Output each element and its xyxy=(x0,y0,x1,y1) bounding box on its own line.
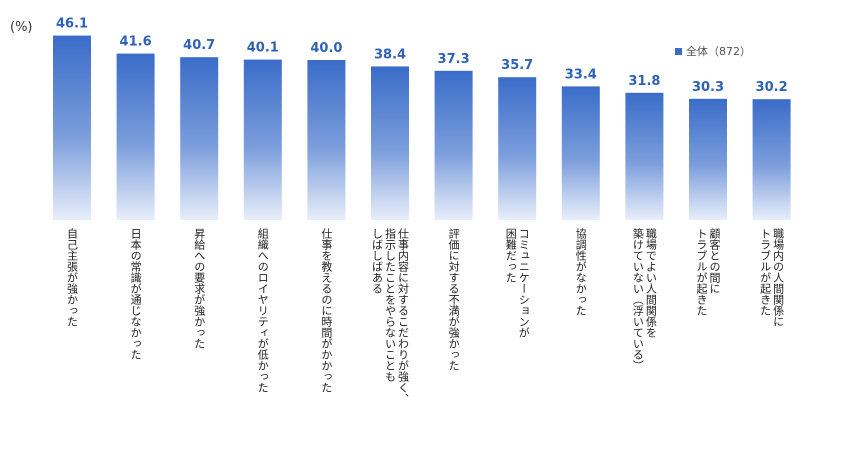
bar xyxy=(116,53,155,220)
category-label: トラブルが起きた xyxy=(695,228,708,316)
unit-label: (%) xyxy=(10,20,33,35)
bar xyxy=(561,86,600,221)
value-label: 40.0 xyxy=(310,41,342,56)
bar xyxy=(371,66,409,221)
value-label: 40.7 xyxy=(183,38,215,53)
legend: 全体（872） xyxy=(675,43,751,59)
value-label: 30.2 xyxy=(756,80,788,95)
category-label: 指示したことをやらないことも xyxy=(384,227,397,382)
category-label: コミュニケーションが xyxy=(517,228,530,338)
bar xyxy=(498,77,537,220)
value-label: 33.4 xyxy=(565,67,597,82)
category-label: 日本の常識が通じなかった xyxy=(129,228,142,360)
category-label: 職場でよい人間関係を xyxy=(644,228,657,338)
category-label: トラブルが起きた xyxy=(759,228,772,316)
category-label: 協調性がなかった xyxy=(574,228,587,316)
value-label: 40.1 xyxy=(247,41,279,56)
category-label: 組織へのロイヤリティが低かった xyxy=(256,228,269,393)
category-label: しばしばある xyxy=(371,228,384,294)
bar xyxy=(180,57,219,221)
value-label: 46.1 xyxy=(56,17,88,32)
category-label: 顧客との間に xyxy=(708,227,721,294)
category-label: 評価に対する不満が強かった xyxy=(447,227,460,371)
category-label: 職場内の人間関係に xyxy=(772,228,785,327)
legend-label: 全体（872） xyxy=(686,45,751,58)
value-label: 37.3 xyxy=(438,52,470,67)
category-label: 仕事を教えるのに時間がかかった xyxy=(320,228,333,393)
value-label: 35.7 xyxy=(501,58,533,73)
value-label: 31.8 xyxy=(628,74,660,89)
value-label: 41.6 xyxy=(120,35,152,50)
bar xyxy=(53,35,91,220)
bar xyxy=(752,99,791,220)
bar xyxy=(434,70,473,220)
category-label: 築けていない（浮いている） xyxy=(631,227,644,371)
legend-swatch xyxy=(675,47,682,55)
bar xyxy=(243,59,282,220)
category-label: 仕事内容に対するこだわりが強く、 xyxy=(397,228,410,404)
value-label: 30.3 xyxy=(692,80,724,95)
category-label: 困難だった xyxy=(504,228,517,283)
category-label: 昇給への要求が強かった xyxy=(193,228,206,349)
bar xyxy=(689,98,727,220)
category-label: 自己主張が強かった xyxy=(66,228,79,327)
value-label: 38.4 xyxy=(374,47,406,62)
bar xyxy=(625,92,664,220)
bar xyxy=(307,60,346,220)
